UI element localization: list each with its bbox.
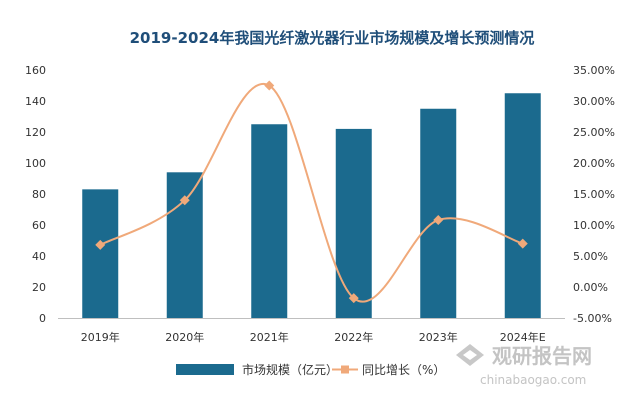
growth-line [95,80,528,304]
watermark-url: chinabaogao.com [480,373,586,387]
y-left-tick-label: 40 [32,250,46,263]
watermark: 观研报告网 chinabaogao.com [456,344,592,387]
growth-point [348,293,359,304]
y-left-tick-label: 80 [32,188,46,201]
growth-point [179,195,190,206]
legend: 市场规模（亿元） 同比增长（%） [176,362,445,377]
x-tick-label: 2023年 [419,330,458,344]
y-left-tick-label: 160 [25,64,46,77]
watermark-name: 观研报告网 [492,344,592,368]
y-right-tick-label: 25.00% [573,126,615,139]
y-left-tick-label: 20 [32,281,46,294]
watermark-logo-icon [456,344,484,366]
y-right-tick-label: -5.00% [573,312,612,325]
bar-market-size [166,172,203,318]
x-tick-label: 2021年 [250,330,289,344]
x-tick-label: 2022年 [334,330,373,344]
bar-market-size [420,108,457,318]
bar-market-size [335,128,372,318]
axes: 0 20 40 60 80 100 120 140 160 -5.00% 0.00% 5.00% 10.… [25,64,615,344]
y-left-tick-label: 120 [25,126,46,139]
y-right-tick-label: 10.00% [573,219,615,232]
bar-market-size [504,93,541,318]
legend-swatch-market-size [176,364,234,375]
growth-point [95,239,106,250]
y-right-tick-label: 0.00% [573,281,608,294]
growth-point [433,215,444,226]
y-right-tick-label: 5.00% [573,250,608,263]
y-left-tick-label: 140 [25,95,46,108]
chart-title: 2019-2024年我国光纤激光器行业市场规模及增长预测情况 [130,29,535,47]
y-right-tick-label: 15.00% [573,188,615,201]
y-right-tick-label: 30.00% [573,95,615,108]
legend-marker-growth [341,365,349,374]
growth-point [517,238,528,249]
y-right-tick-label: 35.00% [573,64,615,77]
x-tick-label: 2019年 [81,330,120,344]
growth-point [264,80,275,91]
x-tick-label: 2020年 [165,330,204,344]
y-left-tick-label: 100 [25,157,46,170]
legend-label-growth: 同比增长（%） [362,363,445,377]
y-right-tick-label: 20.00% [573,157,615,170]
legend-label-market-size: 市场规模（亿元） [242,362,338,377]
y-left-tick-label: 0 [39,312,46,325]
x-tick-label: 2024年E [500,330,546,344]
y-left-tick-label: 60 [32,219,46,232]
bar-market-size [82,189,119,318]
bar-market-size [251,124,288,318]
